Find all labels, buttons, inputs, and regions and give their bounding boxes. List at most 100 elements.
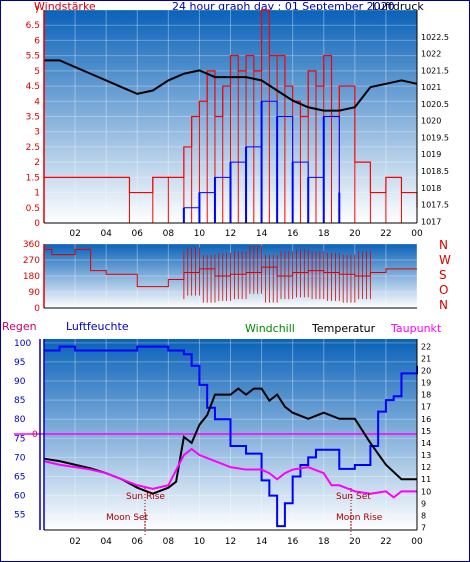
p3-time-tick-label: 08 (163, 537, 175, 547)
p1-time-tick-label: 06 (132, 229, 144, 239)
wind-label: Windstärke (34, 0, 96, 13)
temperature-tick-label: 18 (421, 391, 431, 400)
temperature-tick-label: 14 (421, 439, 431, 448)
wind-tick-label: 1.5 (26, 173, 40, 183)
humidity-tick-label: 100 (14, 339, 31, 349)
p3-time-tick-label: 04 (100, 537, 112, 547)
wind-tick-label: 0.5 (26, 204, 40, 214)
dewpoint-label: Taupunkt (390, 322, 442, 335)
pressure-tick-label: 1017 (421, 217, 441, 226)
p1-time-tick-label: 00 (411, 229, 423, 239)
humidity-tick-label: 90 (14, 377, 26, 387)
humidity-label: Luftfeuchte (66, 320, 129, 333)
wind-tick-label: 0 (34, 219, 40, 229)
p3-time-tick-label: 12 (225, 537, 236, 547)
windchill-label: Windchill (245, 322, 295, 335)
wind-tick-label: 3.5 (26, 113, 40, 123)
pressure-tick-label: 1019.5 (421, 133, 449, 142)
p3-time-tick-label: 00 (411, 537, 423, 547)
pressure-tick-label: 1018.5 (421, 167, 449, 176)
pressure-tick-label: 1019 (421, 150, 441, 159)
moon-rise-label: Moon Rise (336, 513, 383, 523)
pressure-tick-label: 1021.5 (421, 66, 449, 75)
sun-set-label: Sun Set (336, 492, 371, 502)
pressure-tick-label: 1020 (421, 117, 441, 126)
direction-letter: N (439, 238, 448, 252)
p1-time-tick-label: 20 (349, 229, 361, 239)
direction-letter: N (439, 298, 448, 312)
temperature-tick-label: 11 (421, 475, 431, 484)
wind-avg-series (183, 100, 340, 209)
direction-tick-label: 270 (23, 256, 40, 266)
temperature-tick-label: 15 (421, 427, 431, 436)
dewpoint-series (43, 447, 417, 499)
pressure-tick-label: 1022.5 (421, 33, 449, 42)
temperature-tick-label: 13 (421, 451, 431, 460)
pressure-tick-label: 1022 (421, 50, 441, 59)
wind-gust-series (44, 9, 418, 208)
direction-tick-label: 360 (23, 240, 40, 250)
humidity-tick-label: 55 (14, 511, 25, 521)
wind-tick-label: 3 (34, 128, 40, 138)
moon-set-label: Moon Set (106, 513, 149, 523)
temperature-tick-label: 16 (421, 415, 431, 424)
pressure-tick-label: 1021 (421, 83, 441, 92)
humidity-tick-label: 65 (14, 473, 25, 483)
wind-tick-label: 4.5 (26, 82, 40, 92)
humidity-tick-label: 80 (14, 415, 26, 425)
temperature-tick-label: 17 (421, 403, 431, 412)
temperature-label: Temperatur (311, 322, 376, 335)
p1-time-tick-label: 12 (225, 229, 236, 239)
rain-zero-label: 0 (32, 430, 38, 440)
direction-tick-label: 0 (34, 304, 40, 314)
pressure-tick-label: 1020.5 (421, 100, 449, 109)
p1-time-tick-label: 14 (256, 229, 268, 239)
p3-time-tick-label: 22 (380, 537, 391, 547)
direction-letter: O (439, 283, 448, 297)
rain-label: Regen (2, 320, 37, 333)
chart-title: 24 hour graph day : 01 September 2020 (172, 0, 395, 13)
p3-time-tick-label: 10 (194, 537, 206, 547)
temperature-tick-label: 20 (421, 366, 431, 375)
humidity-tick-label: 70 (14, 453, 26, 463)
p3-time-tick-label: 16 (287, 537, 299, 547)
pressure-label: Luftdruck (372, 0, 424, 13)
direction-letter: W (439, 253, 451, 267)
p1-time-tick-label: 02 (69, 229, 80, 239)
direction-letter: S (439, 268, 447, 282)
p1-time-tick-label: 22 (380, 229, 391, 239)
temperature-tick-label: 12 (421, 463, 431, 472)
temperature-tick-label: 22 (421, 342, 431, 351)
wind-tick-label: 2.5 (26, 143, 40, 153)
temperature-tick-label: 8 (421, 511, 426, 520)
pressure-tick-label: 1017.5 (421, 201, 449, 210)
p3-time-tick-label: 14 (256, 537, 268, 547)
p3-time-tick-label: 20 (349, 537, 361, 547)
wind-tick-label: 4 (34, 97, 40, 107)
temperature-tick-label: 19 (421, 379, 431, 388)
wind-tick-label: 5.5 (26, 52, 40, 62)
p3-time-tick-label: 06 (132, 537, 144, 547)
pressure-tick-label: 1018 (421, 184, 441, 193)
humidity-tick-label: 85 (14, 396, 25, 406)
temperature-tick-label: 10 (421, 487, 431, 496)
pressure-series (44, 59, 418, 112)
p1-time-tick-label: 18 (318, 229, 330, 239)
p3-time-tick-label: 18 (318, 537, 330, 547)
p1-time-tick-label: 10 (194, 229, 206, 239)
temperature-tick-label: 9 (421, 499, 426, 508)
sun-rise-label: Sun Rise (126, 492, 165, 502)
wind-tick-label: 1 (34, 189, 40, 199)
humidity-tick-label: 75 (14, 434, 25, 444)
temperature-tick-label: 7 (421, 524, 426, 533)
p1-time-tick-label: 08 (163, 229, 175, 239)
p1-time-tick-label: 04 (100, 229, 112, 239)
humidity-tick-label: 95 (14, 358, 25, 368)
wind-tick-label: 6.5 (26, 21, 40, 31)
direction-tick-label: 90 (29, 288, 41, 298)
temperature-tick-label: 21 (421, 354, 431, 363)
